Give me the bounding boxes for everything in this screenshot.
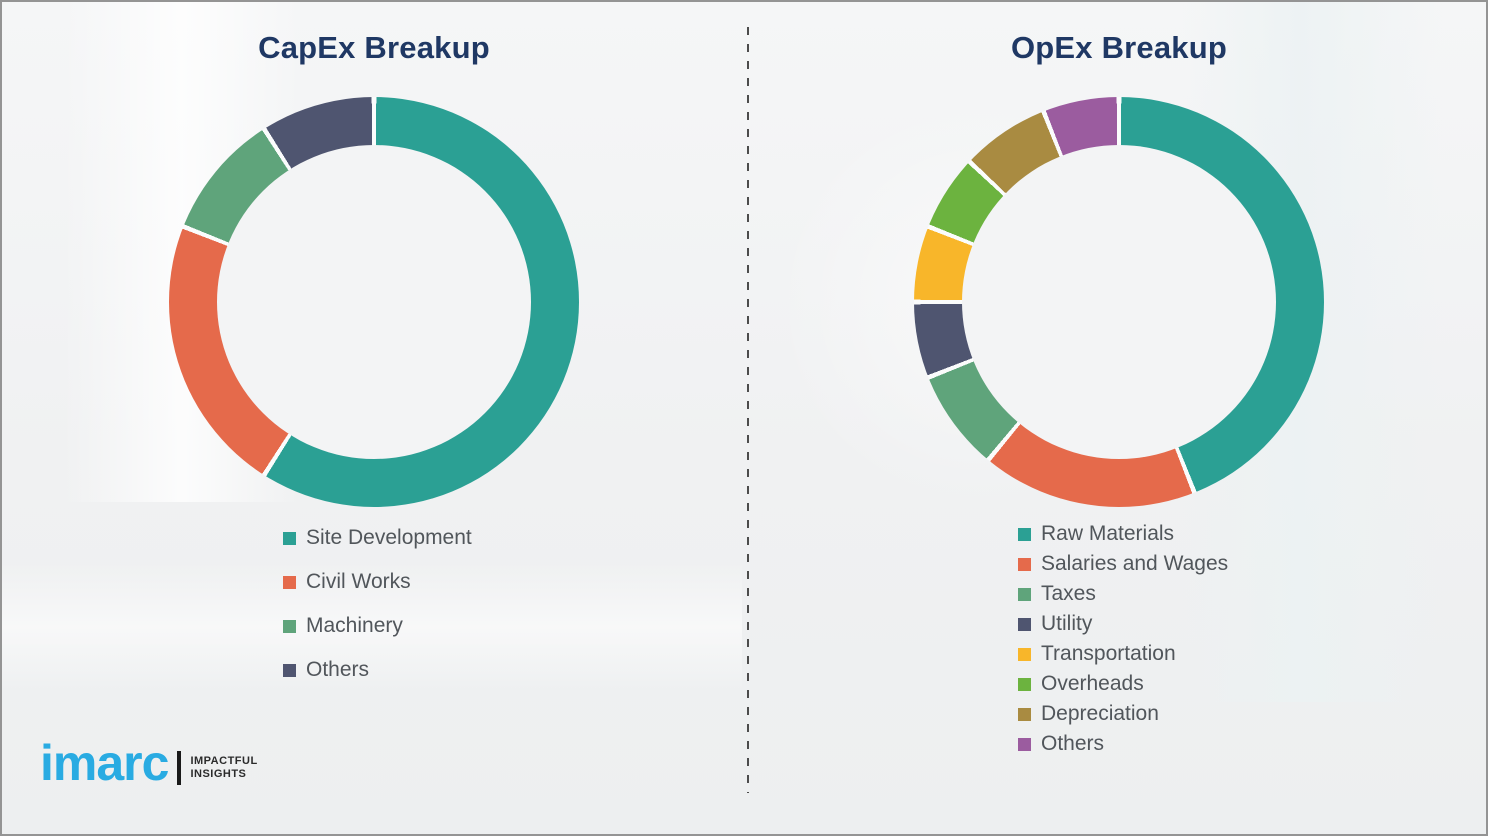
legend-swatch xyxy=(283,619,296,633)
imarc-logo: imarc IMPACTFUL INSIGHTS xyxy=(40,738,258,788)
dashed-divider-line xyxy=(747,27,749,793)
opex-legend: Raw Materials Salaries and Wages Taxes Util… xyxy=(1018,519,1228,759)
legend-swatch xyxy=(1018,707,1031,721)
logo-divider-bar xyxy=(177,751,182,785)
legend-label: Raw Materials xyxy=(1041,522,1175,545)
capex-title: CapEx Breakup xyxy=(258,30,490,65)
legend-swatch xyxy=(1018,617,1031,631)
legend-label: Overheads xyxy=(1041,672,1144,695)
legend-swatch xyxy=(283,663,296,677)
imarc-logo-wordmark: imarc xyxy=(40,735,169,791)
legend-item: Overheads xyxy=(1018,669,1228,699)
logo-tagline-line2: INSIGHTS xyxy=(190,768,247,780)
legend-label: Salaries and Wages xyxy=(1041,552,1229,575)
donut-hole xyxy=(217,145,531,459)
legend-swatch xyxy=(1018,557,1031,571)
legend-item: Site Development xyxy=(283,516,472,560)
capex-legend: Site Development Civil Works Machinery Othe… xyxy=(283,516,472,692)
legend-swatch xyxy=(1018,647,1031,661)
legend-swatch xyxy=(1018,737,1031,751)
logo-tagline-line1: IMPACTFUL xyxy=(190,755,258,767)
legend-item: Raw Materials xyxy=(1018,519,1228,549)
legend-label: Civil Works xyxy=(306,570,411,593)
legend-item: Utility xyxy=(1018,609,1228,639)
legend-swatch xyxy=(283,575,296,589)
legend-item: Others xyxy=(1018,729,1228,759)
legend-swatch xyxy=(1018,587,1031,601)
logo-tagline: IMPACTFUL INSIGHTS xyxy=(190,755,257,781)
legend-label: Utility xyxy=(1041,612,1093,635)
legend-label: Taxes xyxy=(1041,582,1096,605)
legend-item: Machinery xyxy=(283,604,472,648)
legend-item: Transportation xyxy=(1018,639,1228,669)
legend-item: Depreciation xyxy=(1018,699,1228,729)
opex-donut-chart xyxy=(914,97,1324,507)
legend-swatch xyxy=(1018,527,1031,541)
legend-item: Others xyxy=(283,648,472,692)
legend-label: Machinery xyxy=(306,614,403,637)
capex-donut-chart xyxy=(169,97,579,507)
legend-label: Depreciation xyxy=(1041,702,1159,725)
legend-label: Others xyxy=(1041,732,1105,755)
legend-label: Site Development xyxy=(306,526,472,549)
legend-item: Salaries and Wages xyxy=(1018,549,1228,579)
legend-swatch xyxy=(283,531,296,545)
opex-title: OpEx Breakup xyxy=(1010,30,1228,65)
donut-hole xyxy=(962,145,1276,459)
legend-label: Transportation xyxy=(1041,642,1176,665)
legend-item: Taxes xyxy=(1018,579,1228,609)
legend-swatch xyxy=(1018,677,1031,691)
legend-item: Civil Works xyxy=(283,560,472,604)
legend-label: Others xyxy=(306,658,370,681)
